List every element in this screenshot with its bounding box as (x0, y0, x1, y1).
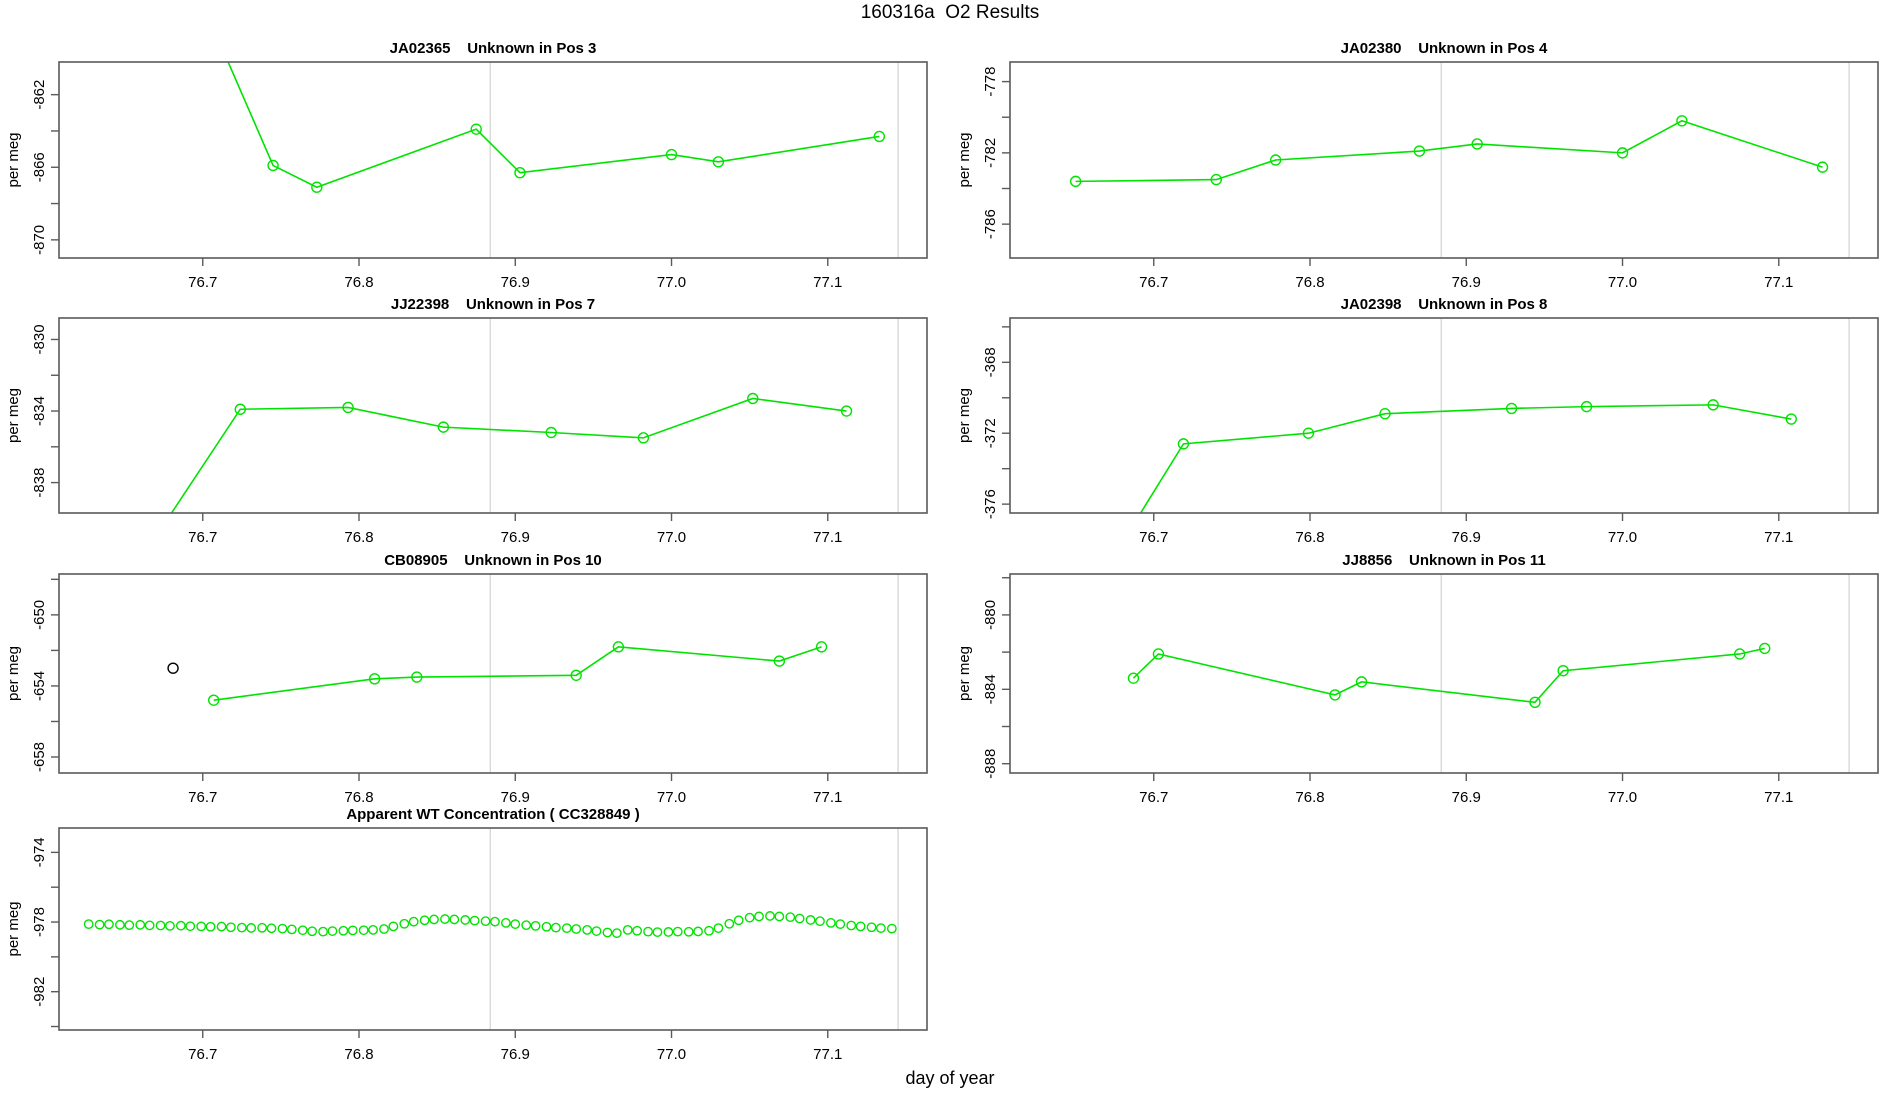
svg-text:76.7: 76.7 (1139, 789, 1168, 806)
svg-text:-778: -778 (982, 67, 999, 97)
svg-text:-372: -372 (982, 418, 999, 448)
svg-text:77.0: 77.0 (657, 529, 686, 546)
subplot-title-pos3: JA02365 Unknown in Pos 3 (389, 40, 597, 57)
svg-text:per meg: per meg (5, 132, 22, 187)
subplot-title-pos4: JA02380 Unknown in Pos 4 (1340, 40, 1548, 57)
svg-text:-658: -658 (31, 742, 48, 772)
subplot-title-pos8: JA02398 Unknown in Pos 8 (1340, 296, 1548, 313)
svg-text:77.0: 77.0 (1608, 789, 1637, 806)
svg-text:76.8: 76.8 (344, 274, 373, 291)
svg-text:76.8: 76.8 (344, 789, 373, 806)
svg-text:per meg: per meg (956, 388, 973, 443)
svg-text:-978: -978 (31, 907, 48, 937)
svg-text:76.9: 76.9 (501, 529, 530, 546)
svg-text:-834: -834 (31, 396, 48, 426)
svg-text:76.7: 76.7 (188, 274, 217, 291)
svg-text:per meg: per meg (5, 646, 22, 701)
svg-text:per meg: per meg (5, 901, 22, 956)
svg-text:76.8: 76.8 (1295, 789, 1324, 806)
svg-text:-880: -880 (982, 600, 999, 630)
svg-text:-888: -888 (982, 749, 999, 779)
svg-text:76.7: 76.7 (188, 529, 217, 546)
svg-text:77.1: 77.1 (1764, 529, 1793, 546)
svg-text:77.1: 77.1 (813, 274, 842, 291)
svg-text:77.1: 77.1 (1764, 274, 1793, 291)
svg-text:-830: -830 (31, 324, 48, 354)
svg-text:-368: -368 (982, 347, 999, 377)
svg-text:-862: -862 (31, 80, 48, 110)
svg-text:76.7: 76.7 (188, 1046, 217, 1063)
svg-text:per meg: per meg (5, 388, 22, 443)
svg-text:76.9: 76.9 (1452, 789, 1481, 806)
svg-text:76.9: 76.9 (1452, 274, 1481, 291)
svg-text:-650: -650 (31, 600, 48, 630)
svg-text:per meg: per meg (956, 132, 973, 187)
svg-text:76.8: 76.8 (344, 1046, 373, 1063)
svg-text:-786: -786 (982, 209, 999, 239)
svg-text:-654: -654 (31, 671, 48, 701)
svg-text:-974: -974 (31, 837, 48, 867)
svg-text:-838: -838 (31, 468, 48, 498)
subplot-title-pos10: CB08905 Unknown in Pos 10 (384, 552, 602, 569)
subplot-title-pos7: JJ22398 Unknown in Pos 7 (390, 296, 596, 313)
svg-text:76.8: 76.8 (1295, 274, 1324, 291)
svg-text:76.9: 76.9 (1452, 529, 1481, 546)
svg-text:76.8: 76.8 (1295, 529, 1324, 546)
x-axis-title: day of year (905, 1068, 995, 1088)
svg-text:76.7: 76.7 (188, 789, 217, 806)
svg-text:76.8: 76.8 (344, 529, 373, 546)
svg-text:77.1: 77.1 (813, 789, 842, 806)
svg-text:76.7: 76.7 (1139, 274, 1168, 291)
subplot-title-pos11: JJ8856 Unknown in Pos 11 (1342, 552, 1546, 569)
svg-text:76.7: 76.7 (1139, 529, 1168, 546)
svg-text:76.9: 76.9 (501, 789, 530, 806)
svg-text:77.0: 77.0 (657, 1046, 686, 1063)
svg-text:77.1: 77.1 (813, 529, 842, 546)
svg-text:-782: -782 (982, 138, 999, 168)
svg-text:77.0: 77.0 (657, 274, 686, 291)
svg-text:77.0: 77.0 (1608, 529, 1637, 546)
svg-text:-866: -866 (31, 152, 48, 182)
svg-text:-870: -870 (31, 225, 48, 255)
svg-text:77.1: 77.1 (1764, 789, 1793, 806)
subplot-title-wt: Apparent WT Concentration ( CC328849 ) (346, 806, 640, 823)
svg-text:-982: -982 (31, 977, 48, 1007)
svg-text:77.1: 77.1 (813, 1046, 842, 1063)
svg-text:-884: -884 (982, 674, 999, 704)
main-title: 160316a O2 Results (860, 2, 1040, 23)
svg-text:77.0: 77.0 (1608, 274, 1637, 291)
svg-text:77.0: 77.0 (657, 789, 686, 806)
svg-text:76.9: 76.9 (501, 274, 530, 291)
svg-text:-376: -376 (982, 489, 999, 519)
svg-text:76.9: 76.9 (501, 1046, 530, 1063)
svg-text:per meg: per meg (956, 646, 973, 701)
